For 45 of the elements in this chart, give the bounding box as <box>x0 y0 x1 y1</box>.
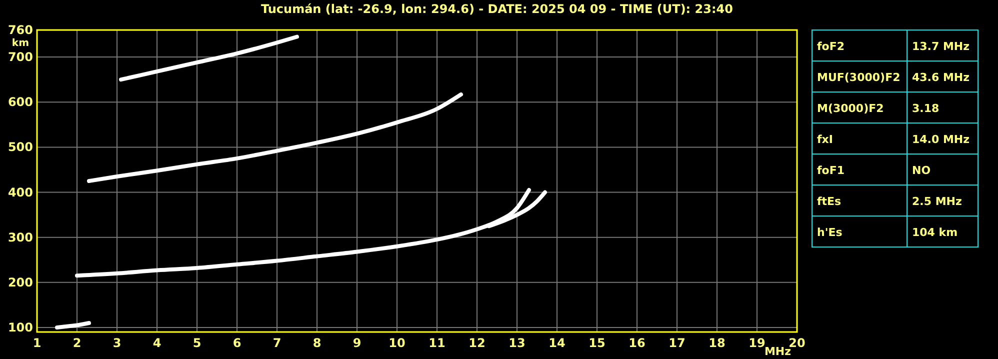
text: ftEs <box>817 195 842 208</box>
x-tick-label: 16 <box>628 336 646 350</box>
x-axis-title: MHz <box>764 345 791 358</box>
y-tick-label: 760 <box>8 23 33 37</box>
text: h'Es <box>817 226 843 239</box>
x-tick-label: 4 <box>152 336 162 350</box>
x-tick-label: 9 <box>352 336 362 350</box>
text: MUF(3000)F2 <box>817 71 900 84</box>
y-tick-label: 400 <box>8 185 33 200</box>
x-tick-label: 11 <box>428 336 446 350</box>
chart-title: Tucumán (lat: -26.9, lon: 294.6) - DATE: 2025 04 09 - TIME (UT): 23:40 <box>261 2 733 16</box>
x-tick-label: 6 <box>232 336 242 350</box>
text: NO <box>912 164 931 177</box>
text: 14.0 MHz <box>912 133 970 146</box>
y-tick-label: 600 <box>8 95 33 110</box>
x-tick-label: 7 <box>272 336 282 350</box>
x-tick-label: 2 <box>72 336 82 350</box>
x-tick-label: 13 <box>508 336 526 350</box>
x-tick-label: 10 <box>388 336 406 350</box>
y-tick-label: 500 <box>8 140 33 154</box>
y-tick-label: 700 <box>8 50 33 64</box>
x-tick-label: 20 <box>788 336 806 350</box>
x-tick-label: 14 <box>548 336 566 350</box>
text: foF2 <box>817 40 845 53</box>
text: 2.5 MHz <box>912 195 962 208</box>
text: 13.7 MHz <box>912 40 970 53</box>
y-tick-label: 200 <box>8 275 33 290</box>
text: foF1 <box>817 164 845 177</box>
x-tick-label: 5 <box>192 336 202 350</box>
y-axis-title: km <box>12 38 29 49</box>
text: M(3000)F2 <box>817 102 884 115</box>
x-tick-label: 1 <box>32 336 42 350</box>
x-tick-label: 15 <box>588 336 606 350</box>
x-tick-label: 17 <box>668 336 686 350</box>
y-tick-label: 100 <box>8 320 33 334</box>
x-tick-label: 18 <box>708 336 726 350</box>
text: 3.18 <box>912 102 940 115</box>
y-tick-label: 300 <box>8 230 33 244</box>
x-tick-label: 3 <box>112 336 122 350</box>
x-tick-label: 8 <box>312 336 322 350</box>
x-tick-label: 19 <box>748 336 766 350</box>
text: 43.6 MHz <box>912 71 970 84</box>
text: fxI <box>817 133 833 146</box>
text: 104 km <box>912 226 958 239</box>
x-tick-label: 12 <box>468 336 486 350</box>
